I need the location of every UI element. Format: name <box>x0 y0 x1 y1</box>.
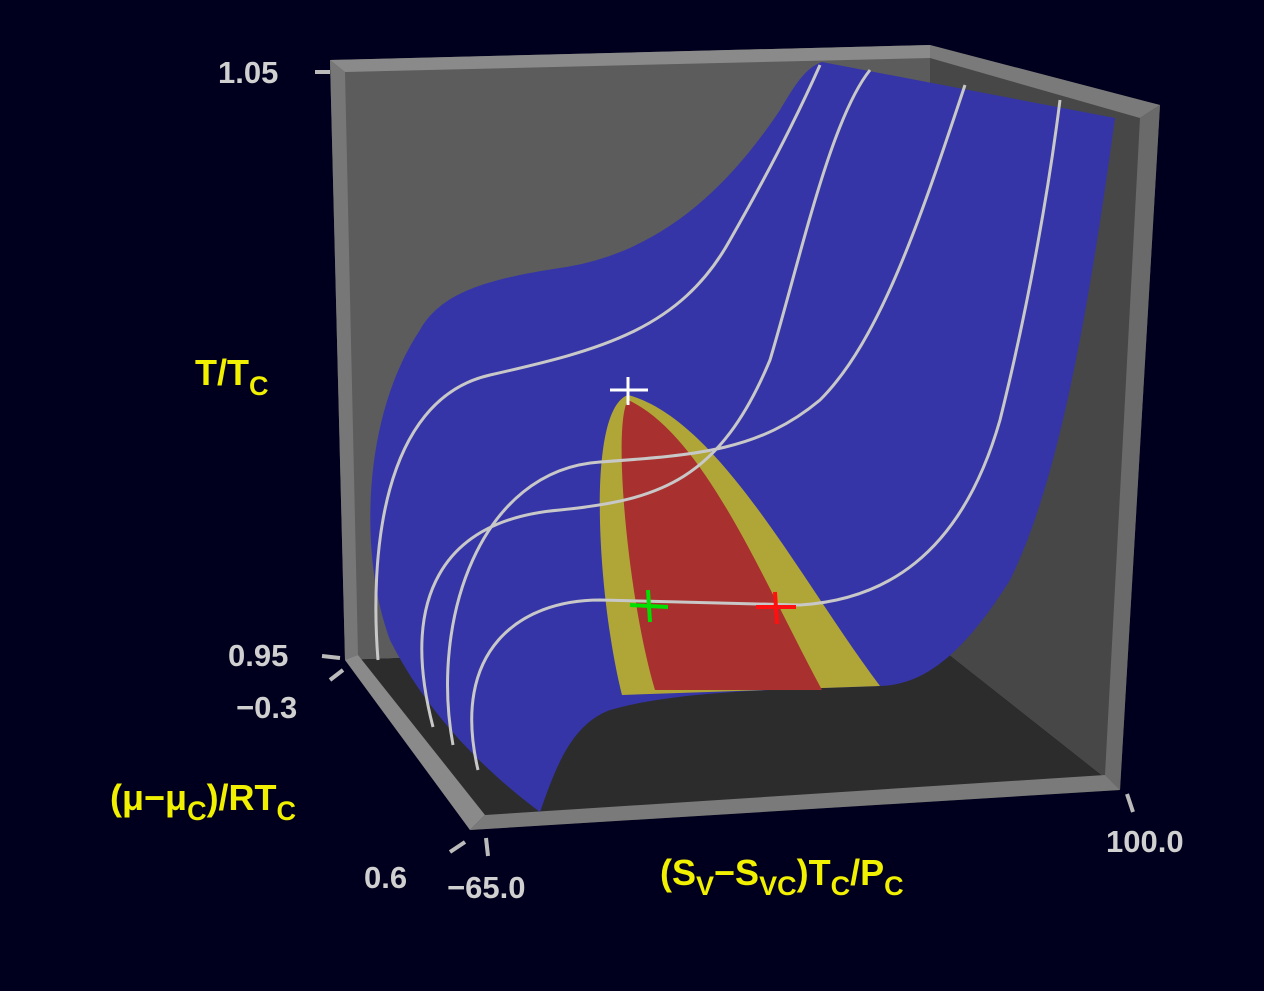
wall-edge <box>330 60 358 660</box>
axis-label: T/TC <box>195 352 268 401</box>
critical-point-marker <box>610 377 648 405</box>
contour-line <box>470 99 1062 771</box>
tick-label: 100.0 <box>1106 824 1184 859</box>
vapor-marker <box>756 591 796 625</box>
surface <box>370 62 1115 812</box>
liquid-marker <box>629 589 669 623</box>
tick-label: −0.3 <box>236 690 297 725</box>
contour-line <box>374 64 822 661</box>
tick-label: 0.95 <box>228 638 288 673</box>
contour-line <box>420 69 872 728</box>
tick-label: 1.05 <box>218 55 278 90</box>
floor-edge <box>470 775 1120 830</box>
tick-label: 0.6 <box>364 860 407 895</box>
wall-edge <box>930 45 1160 118</box>
wall-edge <box>330 45 930 72</box>
axis-label: (SV−SVC)TC/PC <box>660 852 904 901</box>
contour-line <box>446 84 967 746</box>
tick-marks <box>315 70 1135 857</box>
tick-label: −65.0 <box>447 870 525 905</box>
wall-edge <box>1105 105 1160 790</box>
unstable-region <box>621 400 822 690</box>
floor-edge <box>345 655 485 830</box>
axis-label: (μ−μC)/RTC <box>110 777 296 826</box>
